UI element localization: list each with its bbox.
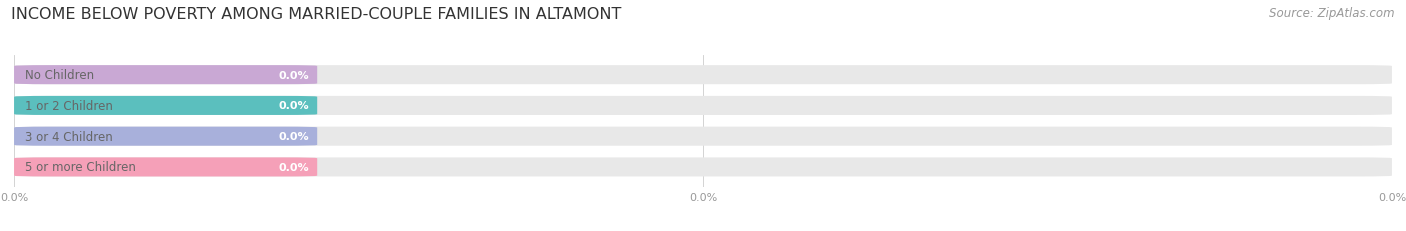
Text: No Children: No Children xyxy=(25,69,94,82)
FancyBboxPatch shape xyxy=(14,66,318,85)
Text: 0.0%: 0.0% xyxy=(278,132,309,142)
FancyBboxPatch shape xyxy=(14,158,1392,177)
Text: 1 or 2 Children: 1 or 2 Children xyxy=(25,100,112,112)
FancyBboxPatch shape xyxy=(14,97,1392,116)
FancyBboxPatch shape xyxy=(14,97,318,116)
Text: 0.0%: 0.0% xyxy=(278,162,309,172)
Text: 3 or 4 Children: 3 or 4 Children xyxy=(25,130,112,143)
Text: INCOME BELOW POVERTY AMONG MARRIED-COUPLE FAMILIES IN ALTAMONT: INCOME BELOW POVERTY AMONG MARRIED-COUPL… xyxy=(11,7,621,22)
Text: 0.0%: 0.0% xyxy=(278,70,309,80)
Text: 0.0%: 0.0% xyxy=(278,101,309,111)
FancyBboxPatch shape xyxy=(14,127,1392,146)
Text: Source: ZipAtlas.com: Source: ZipAtlas.com xyxy=(1270,7,1395,20)
FancyBboxPatch shape xyxy=(14,158,318,177)
Text: 5 or more Children: 5 or more Children xyxy=(25,161,136,174)
FancyBboxPatch shape xyxy=(14,66,1392,85)
FancyBboxPatch shape xyxy=(14,127,318,146)
